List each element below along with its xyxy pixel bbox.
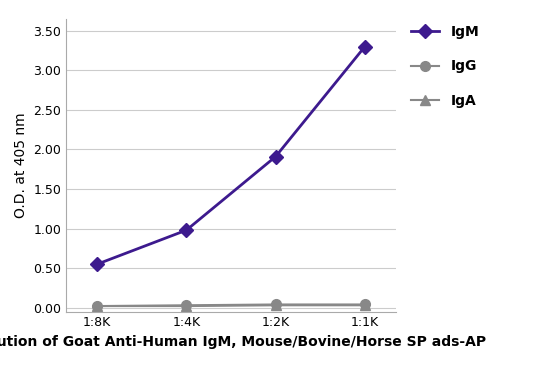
IgM [272,154,279,159]
Line: IgM: IgM [92,42,370,269]
Line: IgG: IgG [92,299,370,311]
IgG [183,303,190,307]
IgG [94,304,101,308]
Legend: IgM, IgG, IgA: IgM, IgG, IgA [406,19,485,114]
X-axis label: Dilution of Goat Anti-Human IgM, Mouse/Bovine/Horse SP ads-AP: Dilution of Goat Anti-Human IgM, Mouse/B… [0,335,486,349]
IgA [183,304,190,308]
IgA [361,303,368,307]
Line: IgA: IgA [92,301,370,311]
IgA [272,303,279,307]
IgM [361,44,368,49]
IgG [272,302,279,307]
IgM [183,228,190,233]
IgG [361,302,368,307]
IgM [94,262,101,266]
Y-axis label: O.D. at 405 nm: O.D. at 405 nm [14,112,28,218]
IgA [94,304,101,308]
